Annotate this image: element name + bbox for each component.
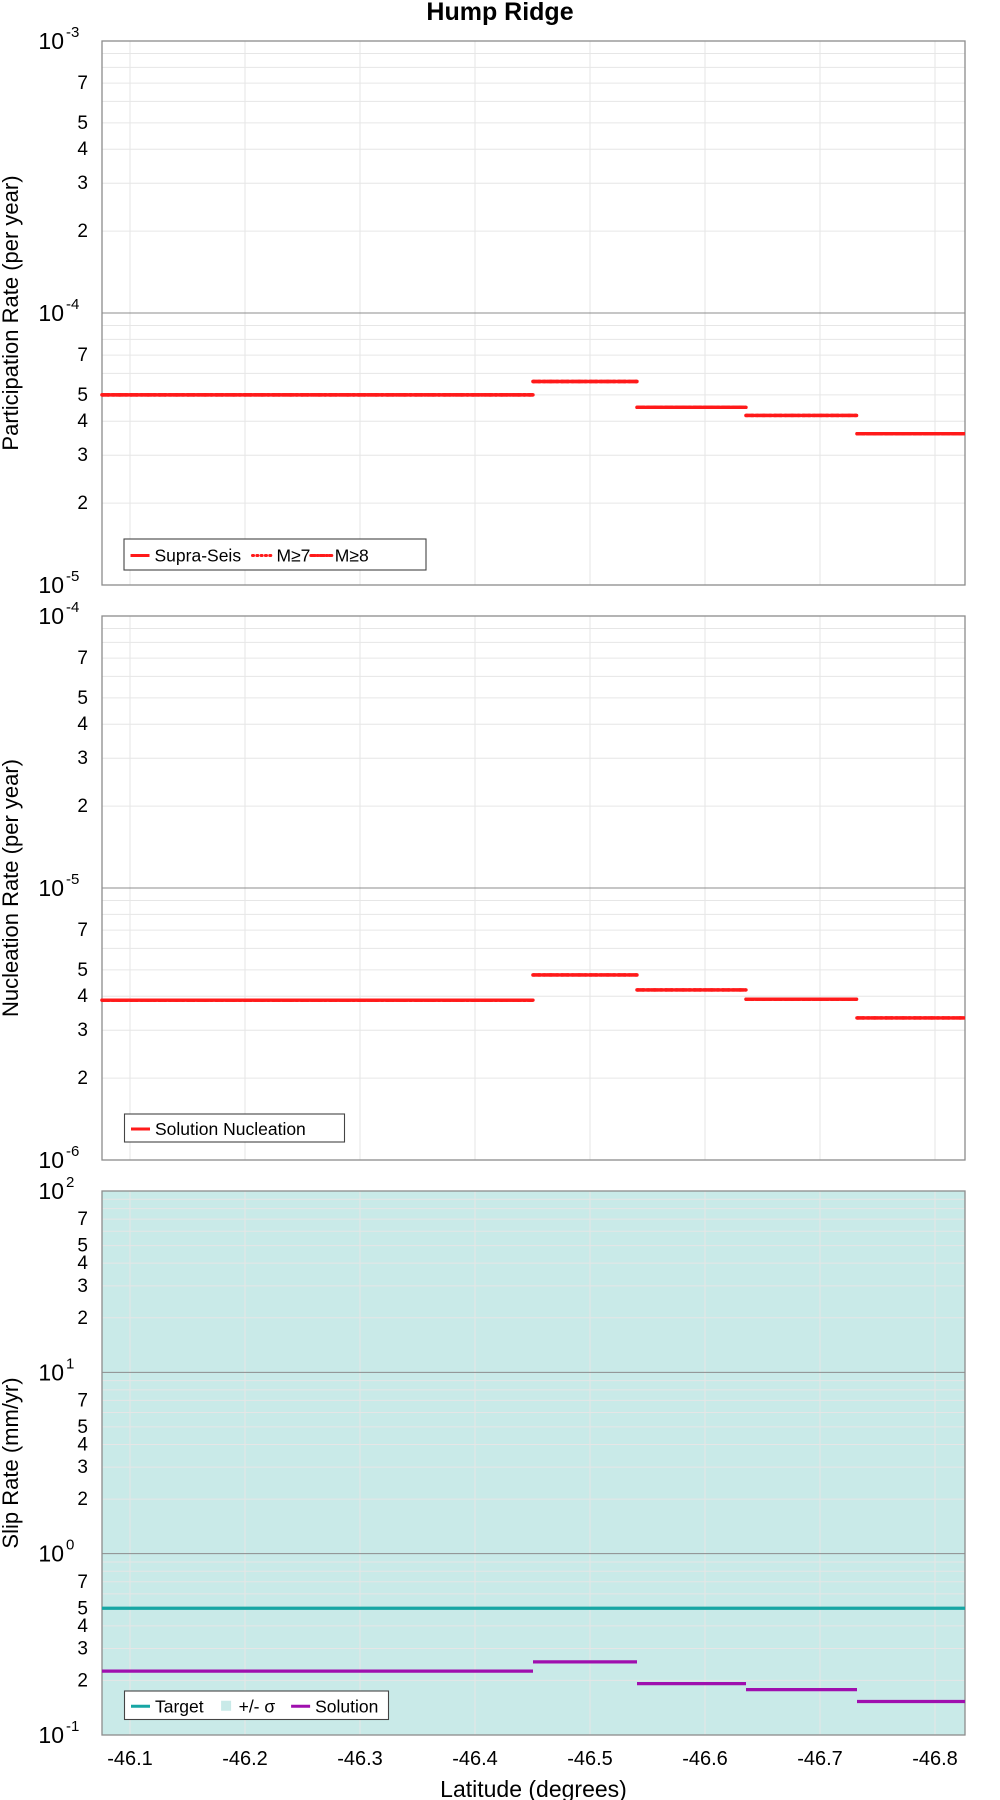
svg-text:10: 10 <box>38 1147 64 1173</box>
svg-text:-46.8: -46.8 <box>912 1748 958 1770</box>
svg-text:-6: -6 <box>66 1143 79 1160</box>
svg-text:-46.1: -46.1 <box>107 1748 153 1770</box>
svg-text:-46.6: -46.6 <box>682 1748 728 1770</box>
svg-text:Target: Target <box>155 1696 204 1716</box>
svg-text:-46.2: -46.2 <box>222 1748 268 1770</box>
svg-text:5: 5 <box>77 385 88 406</box>
svg-text:7: 7 <box>77 648 88 669</box>
svg-text:1: 1 <box>66 1355 74 1372</box>
svg-text:-46.4: -46.4 <box>452 1748 498 1770</box>
svg-text:3: 3 <box>77 1276 88 1297</box>
svg-text:2: 2 <box>77 1670 88 1691</box>
svg-text:10: 10 <box>38 1541 64 1567</box>
svg-text:3: 3 <box>77 445 88 466</box>
svg-text:2: 2 <box>77 796 88 817</box>
svg-text:5: 5 <box>77 113 88 134</box>
svg-text:4: 4 <box>77 139 88 160</box>
svg-text:2: 2 <box>77 1308 88 1329</box>
svg-text:10: 10 <box>38 28 64 54</box>
svg-text:7: 7 <box>77 1390 88 1411</box>
svg-text:Participation Rate (per year): Participation Rate (per year) <box>0 175 23 450</box>
svg-text:Nucleation Rate (per year): Nucleation Rate (per year) <box>0 759 23 1017</box>
svg-text:10: 10 <box>38 603 64 629</box>
svg-text:3: 3 <box>77 1457 88 1478</box>
svg-text:7: 7 <box>77 73 88 94</box>
svg-text:-46.5: -46.5 <box>567 1748 613 1770</box>
svg-text:4: 4 <box>77 1616 88 1637</box>
svg-text:-1: -1 <box>66 1718 79 1735</box>
svg-text:3: 3 <box>77 173 88 194</box>
svg-text:10: 10 <box>38 1359 64 1385</box>
svg-text:Solution Nucleation: Solution Nucleation <box>155 1119 306 1139</box>
svg-text:7: 7 <box>77 1572 88 1593</box>
svg-text:-46.3: -46.3 <box>337 1748 383 1770</box>
svg-text:M≥8: M≥8 <box>335 546 369 566</box>
svg-text:-4: -4 <box>66 296 79 313</box>
svg-text:0: 0 <box>66 1537 74 1554</box>
svg-text:2: 2 <box>77 1489 88 1510</box>
svg-text:10: 10 <box>38 875 64 901</box>
svg-text:7: 7 <box>77 1209 88 1230</box>
svg-text:3: 3 <box>77 1638 88 1659</box>
svg-text:2: 2 <box>66 1174 74 1191</box>
svg-text:4: 4 <box>77 986 88 1007</box>
svg-text:-5: -5 <box>66 871 79 888</box>
svg-text:M≥7: M≥7 <box>277 546 311 566</box>
svg-text:3: 3 <box>77 1020 88 1041</box>
svg-text:4: 4 <box>77 714 88 735</box>
svg-text:4: 4 <box>77 1253 88 1274</box>
svg-text:-5: -5 <box>66 568 79 585</box>
svg-text:-46.7: -46.7 <box>797 1748 843 1770</box>
svg-text:Latitude (degrees): Latitude (degrees) <box>440 1776 627 1800</box>
svg-text:Slip Rate (mm/yr): Slip Rate (mm/yr) <box>0 1377 23 1548</box>
svg-text:5: 5 <box>77 688 88 709</box>
svg-text:10: 10 <box>38 1178 64 1204</box>
svg-text:Hump Ridge: Hump Ridge <box>426 0 573 26</box>
svg-text:5: 5 <box>77 960 88 981</box>
svg-text:10: 10 <box>38 572 64 598</box>
svg-text:-4: -4 <box>66 599 79 616</box>
svg-text:2: 2 <box>77 221 88 242</box>
svg-text:+/- σ: +/- σ <box>239 1696 276 1716</box>
svg-text:7: 7 <box>77 920 88 941</box>
svg-text:Solution: Solution <box>315 1696 378 1716</box>
svg-text:10: 10 <box>38 300 64 326</box>
svg-text:10: 10 <box>38 1722 64 1748</box>
svg-text:4: 4 <box>77 1434 88 1455</box>
svg-text:2: 2 <box>77 1068 88 1089</box>
svg-text:Supra-Seis: Supra-Seis <box>155 546 242 566</box>
svg-text:4: 4 <box>77 411 88 432</box>
svg-text:-3: -3 <box>66 24 79 41</box>
svg-text:7: 7 <box>77 345 88 366</box>
svg-text:3: 3 <box>77 748 88 769</box>
svg-text:2: 2 <box>77 493 88 514</box>
